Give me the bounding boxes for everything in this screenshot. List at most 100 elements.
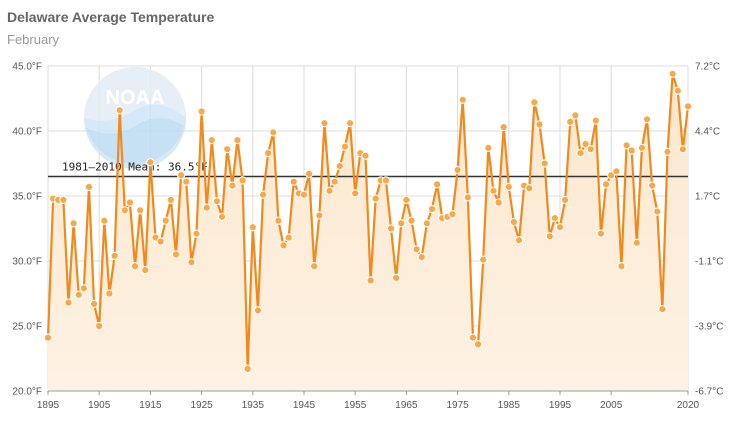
data-point [238,176,247,185]
y-tick-label-right: 4.4°C [695,127,720,138]
data-point [258,190,268,199]
data-point [479,255,488,264]
data-point [591,116,600,125]
data-point [305,169,314,178]
data-point [248,223,257,232]
data-point [233,136,242,145]
data-point [596,229,606,238]
y-tick-label-right: 7.2°C [695,62,720,73]
data-point [320,119,329,128]
x-tick-label: 1975 [446,400,469,411]
data-point [499,123,508,132]
data-point [156,237,165,246]
data-point [566,117,575,127]
data-point [223,145,232,154]
y-tick-label-right: -1.1°C [695,257,723,268]
data-point [561,195,570,204]
data-point [576,149,585,158]
noaa-logo-text: NOAA [106,87,165,109]
data-point [658,305,667,314]
data-point [632,238,641,247]
data-point [494,198,503,207]
data-point [627,146,636,155]
data-point [407,216,416,225]
data-point [110,251,119,260]
data-point [386,224,396,233]
data-point [43,333,53,342]
y-tick-label-left: 20.0°F [12,387,42,398]
data-point [130,262,140,271]
x-tick-label: 2005 [600,400,623,411]
data-point [653,207,662,216]
x-tick-label: 1955 [344,400,367,411]
data-point [171,250,181,259]
data-point [427,204,437,214]
data-point [468,333,478,342]
data-point [648,181,657,190]
data-point [59,195,68,204]
data-point [141,266,150,275]
data-point [381,176,391,185]
x-tick-label: 1995 [549,400,572,411]
data-point [299,190,309,199]
data-point [310,262,319,271]
data-point [79,284,88,293]
data-point [489,186,498,195]
x-tick-label: 1895 [37,400,60,411]
data-point [340,142,350,151]
data-point [325,186,334,195]
data-point [509,217,519,227]
data-point [458,95,467,104]
data-point [366,276,375,285]
x-tick-label: 1965 [395,400,418,411]
x-tick-label: 1935 [242,400,265,411]
data-point [514,236,524,245]
data-point [187,258,196,267]
y-tick-label-left: 25.0°F [12,322,42,333]
data-point [212,197,222,206]
data-point [417,253,426,262]
data-point [120,206,129,215]
data-point [637,143,647,152]
data-point [74,290,83,299]
data-point [64,298,73,307]
data-point [617,262,626,271]
data-point [351,189,360,198]
data-point [177,171,186,180]
data-point [105,289,114,298]
data-point [89,299,99,308]
data-point [663,147,672,156]
data-point [274,216,283,225]
data-point [136,206,145,215]
data-point [392,273,401,282]
data-point [69,219,78,228]
axes: 45.0°F 7.2°C 40.0°F 4.4°C 35.0°F 1.7°C 30.0°F -… [12,62,723,412]
y-tick-label-right: -3.9°C [695,322,723,333]
x-tick-label: 1905 [88,400,111,411]
data-point [540,159,549,168]
data-point [535,120,544,129]
data-point [253,306,263,315]
data-point [315,211,324,220]
data-point [545,232,554,241]
data-point [207,136,216,145]
data-point [217,212,227,221]
data-point [484,143,493,152]
data-point [448,210,457,219]
data-point [550,214,559,223]
data-point [422,219,431,228]
data-point [269,128,278,137]
x-tick-label: 1945 [293,400,316,411]
data-point [412,245,421,254]
data-point [668,69,677,78]
data-point [84,182,94,191]
mean-line-label: 1981–2010 Mean: 36.5°F [62,161,208,174]
data-point [673,86,682,95]
chart-subtitle: February [7,32,60,47]
data-point [433,180,442,189]
data-point [453,165,462,175]
data-point [146,158,155,167]
data-point [612,167,621,176]
data-point [284,233,293,242]
